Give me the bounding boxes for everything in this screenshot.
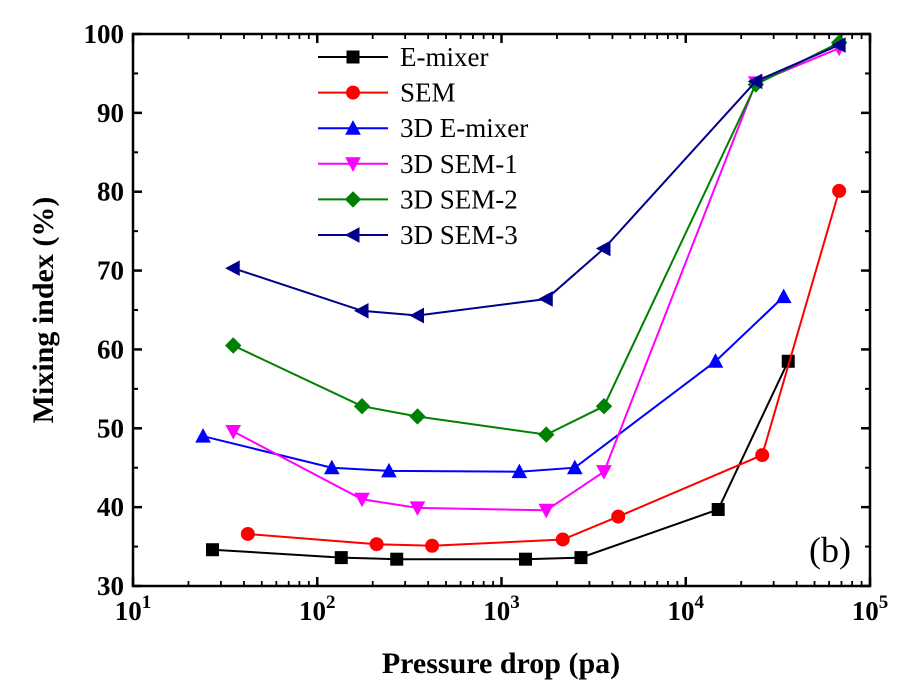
data-point	[538, 426, 555, 443]
data-point	[711, 503, 725, 517]
data-point	[390, 552, 404, 566]
legend-label: E-mixer	[400, 42, 488, 72]
series-2	[240, 183, 847, 553]
y-tick-label: 30	[97, 571, 124, 601]
data-point	[381, 462, 397, 478]
legend: E-mixer SEM 3D E-mixer 3D SEM-1 3D SEM-2 3D S…	[318, 42, 528, 250]
data-point	[205, 543, 219, 557]
data-point	[369, 537, 384, 552]
legend-label: 3D SEM-2	[400, 184, 518, 214]
legend-label: 3D E-mixer	[400, 113, 528, 143]
data-point	[555, 532, 570, 547]
x-axis-title: Pressure drop (pa)	[382, 647, 620, 680]
legend-entry: 3D SEM-2	[318, 184, 518, 214]
y-tick-label: 90	[97, 98, 124, 128]
data-point	[334, 551, 348, 565]
data-point	[755, 448, 770, 463]
legend-label: 3D SEM-1	[400, 149, 518, 179]
data-point	[225, 424, 242, 440]
data-point	[519, 552, 533, 566]
data-point	[566, 459, 583, 475]
data-point	[353, 302, 369, 319]
data-point	[409, 307, 424, 324]
data-point	[354, 492, 370, 508]
data-point	[831, 37, 846, 53]
x-tick-label: 105	[852, 592, 889, 626]
series-line	[232, 44, 840, 317]
data-point	[538, 291, 553, 307]
axis-ticks: 30 40 50 60 70 80 90 100 101 102 103 104 105	[84, 19, 889, 626]
series-line	[232, 47, 840, 512]
data-point	[511, 463, 528, 479]
data-point	[611, 509, 626, 524]
series-line	[202, 295, 785, 473]
x-tick-label: 102	[299, 592, 336, 626]
data-point	[574, 551, 588, 565]
series-line	[232, 41, 840, 436]
data-point	[225, 337, 242, 354]
panel-label: (b)	[809, 530, 851, 570]
legend-marker	[345, 120, 361, 135]
data-point	[225, 260, 240, 277]
data-point	[595, 397, 613, 415]
y-tick-label: 60	[97, 334, 124, 364]
data-point	[425, 538, 440, 553]
y-tick-label: 50	[97, 413, 124, 443]
legend-entry: 3D SEM-1	[318, 149, 518, 179]
data-point	[596, 465, 612, 480]
x-tick-label: 103	[483, 592, 520, 626]
y-tick-label: 100	[84, 19, 125, 49]
legend-entry: SEM	[318, 78, 456, 108]
data-point	[707, 353, 724, 368]
legend-marker	[345, 157, 361, 172]
legend-marker	[344, 191, 362, 208]
series-5	[225, 34, 848, 443]
legend-marker	[346, 85, 360, 100]
data-point	[409, 501, 426, 516]
y-tick-label: 80	[97, 177, 124, 207]
data-point	[324, 459, 340, 475]
y-tick-label: 70	[97, 256, 124, 286]
data-point	[832, 183, 847, 198]
y-tick-label: 40	[97, 492, 124, 522]
series-3	[195, 288, 792, 479]
data-point	[240, 526, 255, 541]
x-tick-label: 101	[115, 592, 152, 626]
legend-label: SEM	[400, 78, 456, 108]
data-point	[195, 428, 211, 443]
data-point	[775, 288, 792, 304]
series-1	[205, 354, 795, 566]
legend-entry: 3D SEM-3	[318, 220, 518, 250]
data-point	[538, 503, 555, 519]
data-point	[353, 397, 371, 415]
legend-label: 3D SEM-3	[400, 220, 518, 250]
y-axis-title: Mixing index (%)	[27, 197, 60, 424]
data-point	[409, 408, 426, 425]
legend-marker	[346, 50, 360, 64]
x-tick-label: 104	[668, 592, 705, 626]
series-layer	[195, 34, 848, 566]
legend-entry: 3D E-mixer	[318, 113, 528, 143]
legend-marker	[344, 227, 360, 243]
data-point	[595, 240, 611, 257]
data-point	[747, 73, 763, 90]
series-4	[225, 41, 847, 519]
series-line	[247, 190, 841, 547]
series-6	[225, 37, 846, 324]
legend-entry: E-mixer	[318, 42, 488, 72]
